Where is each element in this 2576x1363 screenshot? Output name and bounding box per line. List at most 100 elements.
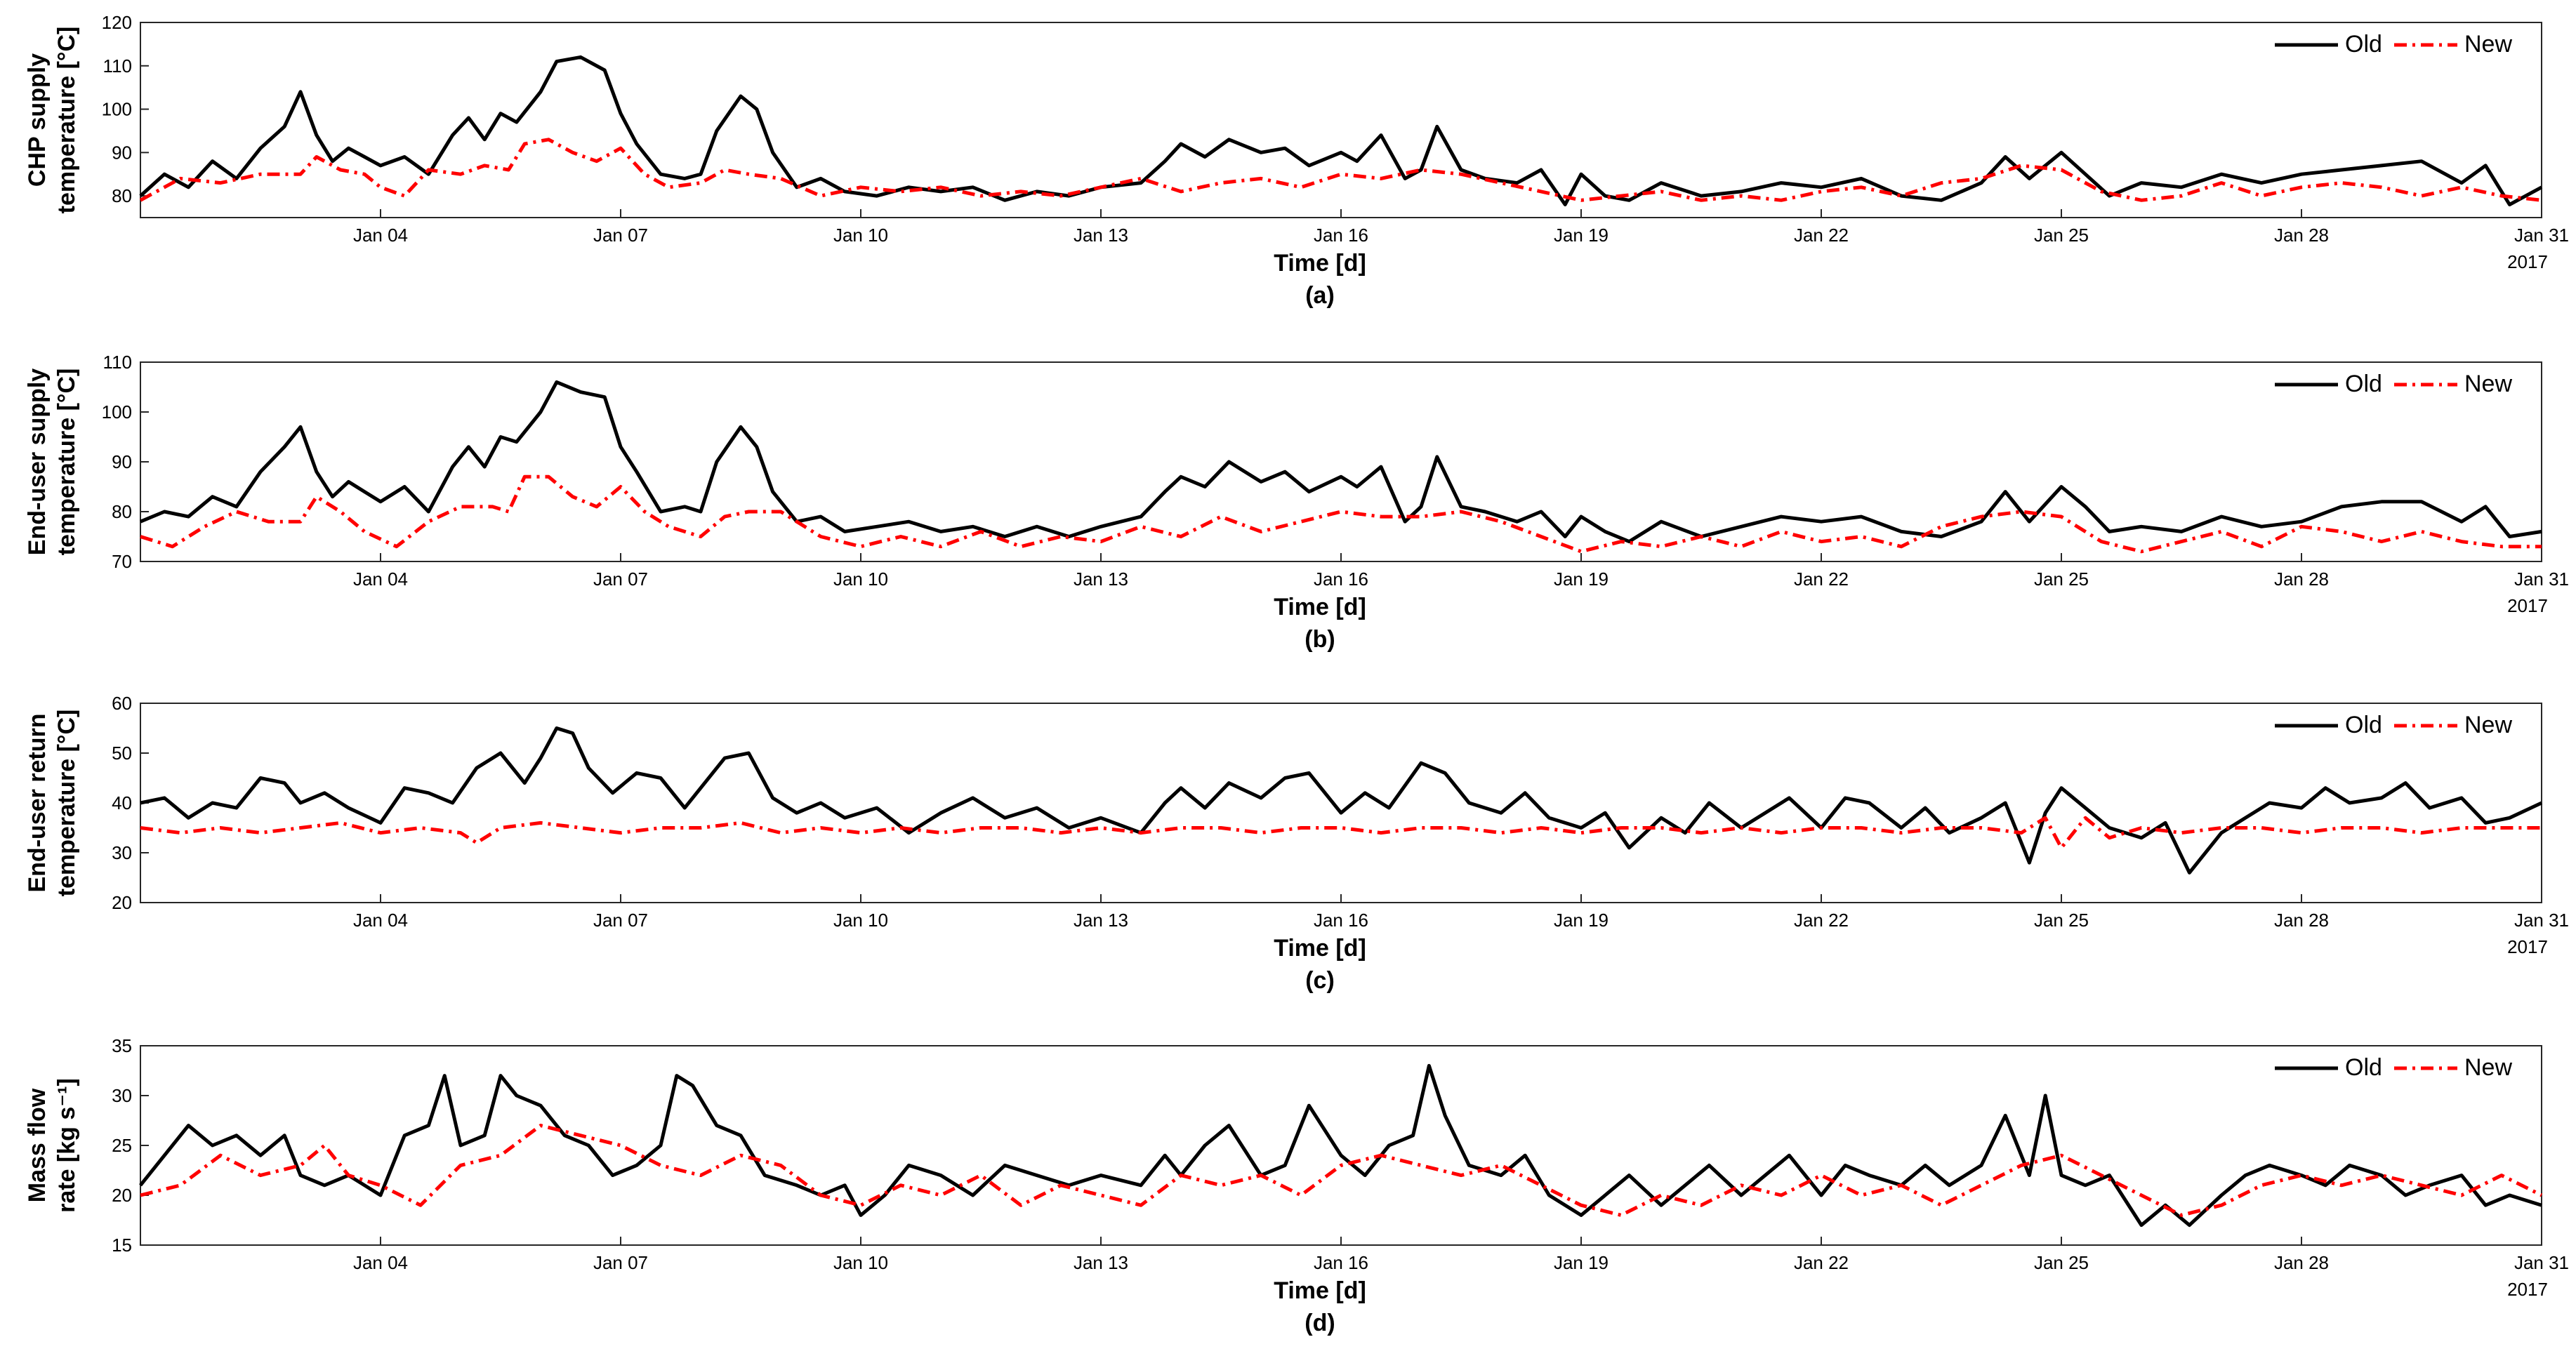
series-line-new	[140, 816, 2542, 850]
legend-label-old: Old	[2345, 371, 2382, 397]
x-tick-label: Jan 10	[833, 1252, 888, 1273]
series-line-old	[140, 380, 2542, 544]
y-tick-label: 110	[103, 55, 132, 77]
y-tick-label: 30	[112, 842, 132, 863]
x-tick-label: Jan 16	[1314, 910, 1368, 931]
x-tick-label: Jan 28	[2274, 569, 2329, 590]
legend-label-old: Old	[2345, 712, 2382, 738]
x-tick-label: Jan 25	[2034, 910, 2089, 931]
y-tick-label: 50	[112, 743, 132, 764]
legend-label-old: Old	[2345, 31, 2382, 58]
series-line-new	[139, 138, 2542, 202]
panel-a: 80 90 100 110 120 Jan 04 Jan 07 Jan 10 Jan 13 Jan…	[24, 12, 2569, 309]
x-tick-label: Jan 13	[1074, 569, 1128, 590]
series-line-new	[140, 1124, 2543, 1217]
panel-c: 20 30 40 50 60 Jan 04 Jan 07 Jan 10 Jan 13 Jan 16…	[24, 693, 2569, 994]
x-tick-label: Jan 16	[1314, 1252, 1368, 1273]
year-label: 2017	[2507, 251, 2548, 272]
x-tick-label: Jan 22	[1794, 569, 1849, 590]
x-tick-label: Jan 13	[1074, 910, 1128, 931]
y-tick-label: 80	[112, 501, 132, 522]
x-tick-label: Jan 22	[1794, 910, 1849, 931]
x-tick-label: Jan 04	[353, 225, 408, 246]
y-tick-label: 90	[112, 451, 132, 472]
x-tick-label: Jan 28	[2274, 225, 2329, 246]
series-line-old	[140, 726, 2543, 875]
x-tick-label: Jan 31	[2514, 569, 2569, 590]
y-tick-label: 120	[102, 12, 132, 33]
x-tick-label: Jan 13	[1074, 1252, 1128, 1273]
panel-label: (b)	[1304, 626, 1335, 653]
y-tick-label: 25	[112, 1135, 132, 1156]
x-tick-label: Jan 10	[833, 225, 888, 246]
x-tick-label: Jan 07	[593, 225, 648, 246]
x-tick-label: Jan 07	[593, 569, 648, 590]
y-tick-label: 20	[112, 1185, 132, 1206]
x-tick-label: Jan 10	[833, 569, 888, 590]
x-tick-label: Jan 04	[353, 569, 408, 590]
series-line-old	[139, 55, 2543, 206]
panel-label: (a)	[1305, 282, 1335, 309]
y-tick-label: 30	[112, 1085, 132, 1106]
y-axis-title: temperature [°C]	[53, 27, 80, 214]
year-label: 2017	[2507, 1279, 2548, 1300]
y-axis-title: End-user return	[24, 713, 51, 892]
y-axis-title: temperature [°C]	[53, 368, 80, 556]
y-axis-title: End-user supply	[24, 368, 51, 555]
y-axis-title: temperature [°C]	[53, 710, 80, 897]
x-tick-label: Jan 31	[2514, 910, 2569, 931]
legend-label-new: New	[2464, 1054, 2512, 1081]
x-tick-label: Jan 19	[1554, 910, 1609, 931]
x-tick-label: Jan 22	[1794, 225, 1849, 246]
x-tick-label: Jan 16	[1314, 569, 1368, 590]
x-tick-label: Jan 19	[1554, 1252, 1609, 1273]
x-tick-label: Jan 10	[833, 910, 888, 931]
legend-label-new: New	[2464, 371, 2512, 397]
y-tick-label: 70	[112, 551, 132, 572]
x-tick-label: Jan 19	[1554, 225, 1609, 246]
x-tick-label: Jan 16	[1314, 225, 1368, 246]
y-tick-label: 90	[112, 142, 132, 163]
y-tick-label: 100	[102, 99, 132, 120]
x-tick-label: Jan 22	[1794, 1252, 1849, 1273]
x-tick-label: Jan 28	[2274, 1252, 2329, 1273]
legend-label-new: New	[2464, 712, 2512, 738]
x-axis-title: Time [d]	[1274, 935, 1366, 962]
legend-label-old: Old	[2345, 1054, 2382, 1081]
x-tick-label: Jan 07	[593, 1252, 648, 1273]
y-tick-label: 60	[112, 693, 132, 714]
y-tick-label: 35	[112, 1035, 132, 1056]
series-line-new	[140, 474, 2542, 554]
y-tick-label: 15	[112, 1235, 132, 1256]
x-axis-title: Time [d]	[1274, 1277, 1366, 1304]
x-tick-label: Jan 07	[593, 910, 648, 931]
y-tick-label: 40	[112, 792, 132, 813]
x-tick-label: Jan 13	[1074, 225, 1128, 246]
x-tick-label: Jan 25	[2034, 1252, 2089, 1273]
x-tick-label: Jan 04	[353, 910, 408, 931]
y-tick-label: 20	[112, 892, 132, 913]
y-tick-label: 80	[112, 185, 132, 206]
x-tick-label: Jan 31	[2514, 1252, 2569, 1273]
legend-label-new: New	[2464, 31, 2512, 58]
y-axis-title: rate [kg s⁻¹]	[53, 1078, 80, 1213]
panel-d: 15 20 25 30 35 Jan 04 Jan 07 Jan 10 Jan 13 Jan 16…	[24, 1035, 2569, 1336]
y-axis-title: CHP supply	[24, 53, 51, 187]
x-tick-label: Jan 31	[2514, 225, 2569, 246]
y-tick-label: 100	[102, 401, 132, 423]
y-axis-title: Mass flow	[24, 1088, 51, 1202]
x-tick-label: Jan 25	[2034, 569, 2089, 590]
x-tick-label: Jan 28	[2274, 910, 2329, 931]
x-axis-title: Time [d]	[1274, 250, 1366, 277]
x-tick-label: Jan 25	[2034, 225, 2089, 246]
series-line-old	[139, 1063, 2542, 1228]
year-label: 2017	[2507, 936, 2548, 957]
plot-area	[140, 703, 2542, 903]
panel-label: (c)	[1305, 967, 1335, 994]
x-tick-label: Jan 04	[353, 1252, 408, 1273]
y-tick-label: 110	[103, 352, 132, 373]
x-tick-label: Jan 19	[1554, 569, 1609, 590]
panel-b: 70 80 90 100 110 Jan 04 Jan 07 Jan 10 Jan 13 Jan …	[24, 352, 2569, 653]
year-label: 2017	[2507, 595, 2548, 616]
